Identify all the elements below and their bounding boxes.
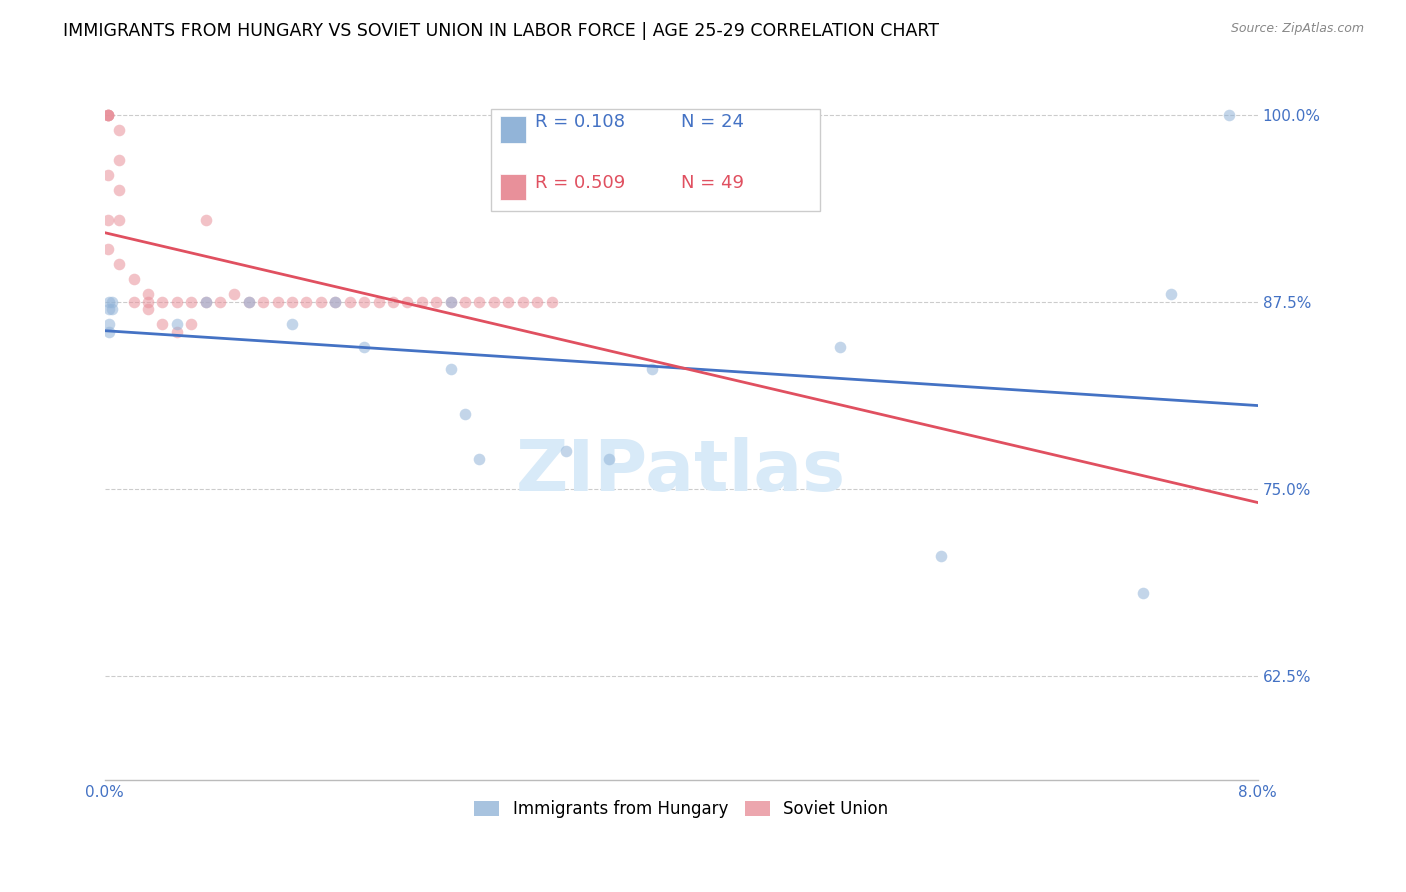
Text: N = 24: N = 24 xyxy=(682,112,744,131)
Point xyxy=(108,153,131,167)
Point xyxy=(180,317,202,331)
Text: Source: ZipAtlas.com: Source: ZipAtlas.com xyxy=(1230,22,1364,36)
Point xyxy=(194,294,217,309)
Point xyxy=(353,294,375,309)
Point xyxy=(96,108,118,122)
Point xyxy=(96,108,118,122)
Point xyxy=(295,294,318,309)
Point xyxy=(381,294,404,309)
Point xyxy=(96,212,118,227)
Point xyxy=(224,287,246,301)
Point xyxy=(526,294,548,309)
Point xyxy=(367,294,389,309)
Point xyxy=(108,183,131,197)
Point xyxy=(323,294,346,309)
Point xyxy=(1218,108,1240,122)
Point xyxy=(96,108,118,122)
Point xyxy=(266,294,288,309)
Point xyxy=(1132,586,1154,600)
Point xyxy=(96,168,118,182)
Point xyxy=(136,287,159,301)
Point xyxy=(194,212,217,227)
Point xyxy=(598,451,620,466)
Point xyxy=(108,122,131,136)
Point xyxy=(208,294,231,309)
Point xyxy=(454,294,477,309)
Point xyxy=(98,317,121,331)
Point xyxy=(166,294,188,309)
Point xyxy=(929,549,952,563)
Point xyxy=(252,294,274,309)
Point xyxy=(555,444,578,458)
Text: R = 0.108: R = 0.108 xyxy=(534,112,624,131)
Point xyxy=(98,294,121,309)
Point xyxy=(136,294,159,309)
Legend: Immigrants from Hungary, Soviet Union: Immigrants from Hungary, Soviet Union xyxy=(468,793,894,825)
Point xyxy=(468,451,491,466)
Point xyxy=(180,294,202,309)
Point xyxy=(108,257,131,271)
Point xyxy=(101,302,124,317)
Point xyxy=(98,325,121,339)
Point xyxy=(194,294,217,309)
Point xyxy=(512,294,534,309)
Point xyxy=(281,317,304,331)
Point xyxy=(136,302,159,317)
Point xyxy=(96,243,118,257)
Point xyxy=(353,340,375,354)
Point xyxy=(150,317,173,331)
Text: R = 0.509: R = 0.509 xyxy=(534,174,626,192)
Point xyxy=(323,294,346,309)
Point xyxy=(440,294,463,309)
Point xyxy=(440,294,463,309)
Point xyxy=(440,362,463,376)
Point xyxy=(238,294,260,309)
Point xyxy=(101,294,124,309)
Point xyxy=(98,302,121,317)
Point xyxy=(1160,287,1182,301)
Point xyxy=(281,294,304,309)
Point xyxy=(482,294,505,309)
Point xyxy=(540,294,562,309)
Point xyxy=(396,294,419,309)
Point xyxy=(498,294,520,309)
Point xyxy=(166,325,188,339)
FancyBboxPatch shape xyxy=(491,109,820,211)
Text: IMMIGRANTS FROM HUNGARY VS SOVIET UNION IN LABOR FORCE | AGE 25-29 CORRELATION C: IMMIGRANTS FROM HUNGARY VS SOVIET UNION … xyxy=(63,22,939,40)
Point xyxy=(411,294,433,309)
FancyBboxPatch shape xyxy=(501,174,526,201)
Point xyxy=(96,108,118,122)
Point xyxy=(122,272,145,286)
Point xyxy=(641,362,664,376)
Point xyxy=(108,212,131,227)
Point xyxy=(309,294,332,309)
FancyBboxPatch shape xyxy=(501,116,526,143)
Point xyxy=(425,294,447,309)
Point xyxy=(238,294,260,309)
Point xyxy=(454,407,477,421)
Point xyxy=(468,294,491,309)
Point xyxy=(828,340,851,354)
Point xyxy=(339,294,361,309)
Text: ZIPatlas: ZIPatlas xyxy=(516,436,846,506)
Point xyxy=(166,317,188,331)
Point xyxy=(150,294,173,309)
Text: N = 49: N = 49 xyxy=(682,174,744,192)
Point xyxy=(122,294,145,309)
